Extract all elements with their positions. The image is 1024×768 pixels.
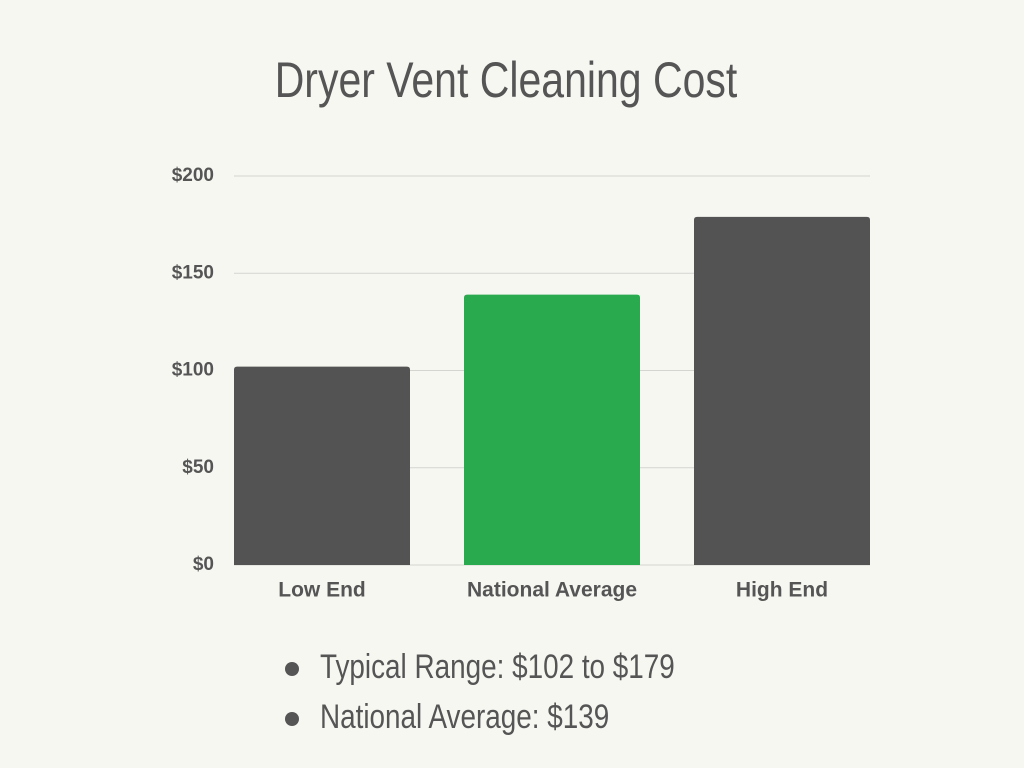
bar bbox=[694, 216, 870, 565]
chart-title: Dryer Vent Cleaning Cost bbox=[275, 52, 738, 108]
y-tick-label: $100 bbox=[172, 360, 214, 381]
bar bbox=[234, 366, 410, 565]
bullet bbox=[285, 662, 299, 676]
y-tick-label: $50 bbox=[182, 457, 214, 478]
x-tick-label: High End bbox=[736, 579, 828, 602]
bar bbox=[464, 294, 640, 565]
y-tick-label: $150 bbox=[172, 262, 214, 283]
y-tick-label: $0 bbox=[193, 554, 214, 575]
x-tick-label: National Average bbox=[467, 579, 637, 602]
y-tick-label: $200 bbox=[172, 165, 214, 186]
bullet bbox=[285, 712, 299, 726]
note: Typical Range: $102 to $179 bbox=[320, 647, 675, 685]
x-tick-label: Low End bbox=[278, 579, 366, 602]
note: National Average: $139 bbox=[320, 697, 609, 735]
